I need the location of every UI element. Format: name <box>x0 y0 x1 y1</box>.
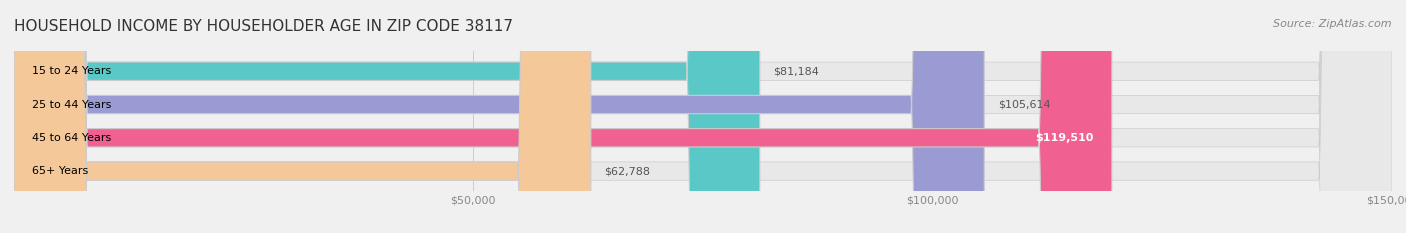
FancyBboxPatch shape <box>14 0 1392 233</box>
FancyBboxPatch shape <box>14 0 1392 233</box>
FancyBboxPatch shape <box>14 0 759 233</box>
Text: $119,510: $119,510 <box>1035 133 1094 143</box>
Text: 65+ Years: 65+ Years <box>32 166 89 176</box>
FancyBboxPatch shape <box>14 0 1392 233</box>
Text: 45 to 64 Years: 45 to 64 Years <box>32 133 111 143</box>
Text: 15 to 24 Years: 15 to 24 Years <box>32 66 111 76</box>
Text: $62,788: $62,788 <box>605 166 651 176</box>
FancyBboxPatch shape <box>14 0 1392 233</box>
Text: 25 to 44 Years: 25 to 44 Years <box>32 99 112 110</box>
FancyBboxPatch shape <box>14 0 591 233</box>
FancyBboxPatch shape <box>14 0 1112 233</box>
FancyBboxPatch shape <box>14 0 984 233</box>
Text: $105,614: $105,614 <box>998 99 1050 110</box>
Text: Source: ZipAtlas.com: Source: ZipAtlas.com <box>1274 19 1392 29</box>
Text: HOUSEHOLD INCOME BY HOUSEHOLDER AGE IN ZIP CODE 38117: HOUSEHOLD INCOME BY HOUSEHOLDER AGE IN Z… <box>14 19 513 34</box>
Text: $81,184: $81,184 <box>773 66 820 76</box>
